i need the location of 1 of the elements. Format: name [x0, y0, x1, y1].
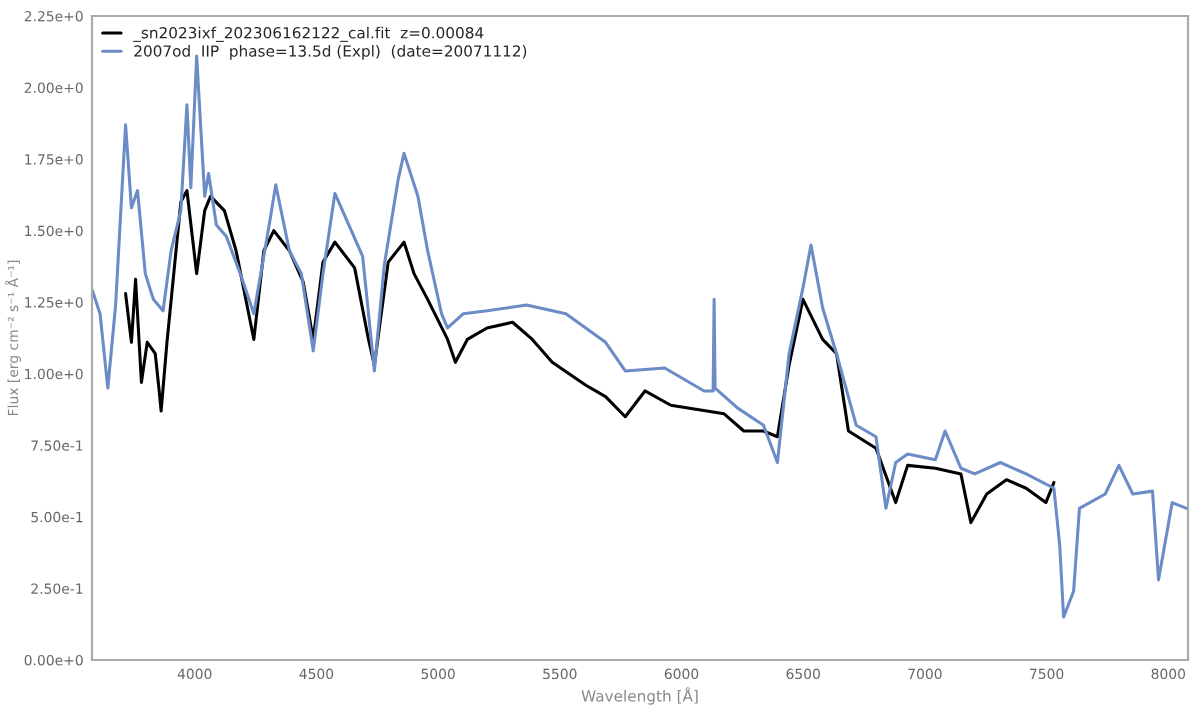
line-series — [124, 189, 1056, 525]
